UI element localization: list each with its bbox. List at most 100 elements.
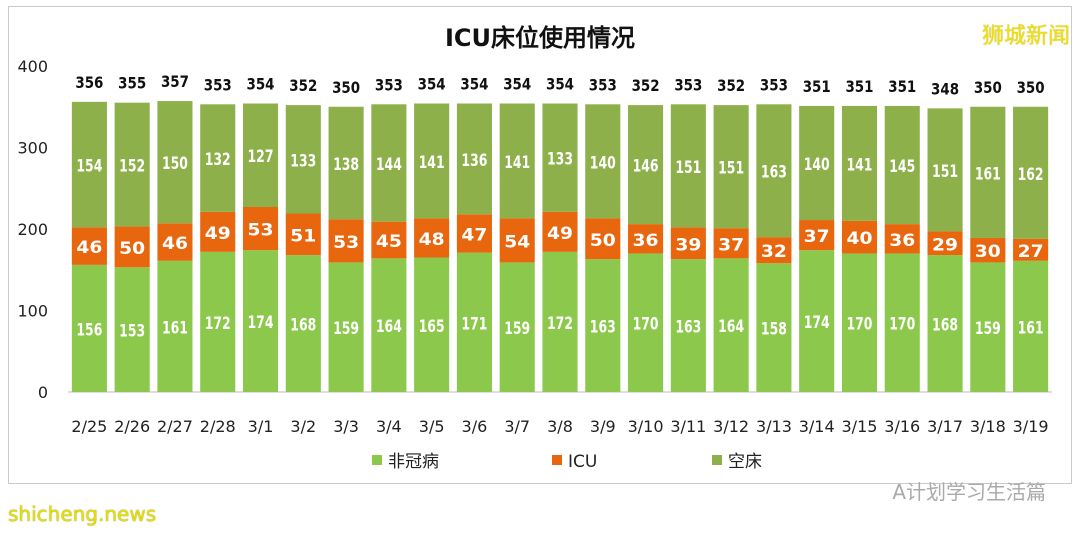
data-label: 141	[419, 153, 445, 173]
bar-segment	[328, 262, 364, 392]
bar-segment	[799, 105, 835, 221]
data-label: 172	[205, 314, 231, 334]
data-label: 170	[633, 315, 659, 335]
data-label: 136	[461, 151, 487, 171]
data-label: 36	[889, 231, 915, 251]
bar-segment	[242, 250, 279, 392]
total-label: 350	[1017, 78, 1045, 97]
data-label: 46	[162, 234, 188, 254]
data-label: 39	[675, 235, 701, 255]
bar-segment	[414, 103, 450, 219]
data-label: 48	[419, 230, 445, 250]
total-label: 353	[589, 75, 617, 94]
bar-segment	[371, 104, 407, 222]
data-label: 174	[804, 313, 830, 333]
total-label: 353	[204, 75, 232, 94]
bar-segment	[927, 231, 963, 256]
bar-segment	[670, 259, 706, 392]
x-tick-label: 3/16	[884, 417, 920, 436]
bar-segment	[71, 264, 107, 392]
data-label: 51	[290, 226, 316, 246]
bar-segment	[799, 250, 835, 392]
total-label: 354	[503, 74, 531, 93]
data-label: 150	[162, 154, 188, 174]
bar-segment	[841, 220, 878, 254]
bar-segment	[328, 219, 364, 263]
bar-segment	[371, 221, 407, 259]
x-tick-label: 3/2	[290, 417, 316, 436]
data-label: 146	[633, 157, 659, 177]
x-tick-label: 3/7	[504, 417, 530, 436]
data-label: 49	[547, 224, 573, 244]
data-label: 163	[590, 318, 616, 338]
watermark-bottom-left: shicheng.news	[8, 502, 157, 526]
bar-segment	[585, 259, 621, 392]
bar-segment	[1013, 238, 1049, 261]
total-label: 355	[118, 74, 146, 93]
data-label: 54	[504, 232, 530, 252]
bar-segment	[884, 224, 920, 254]
bar-segment	[456, 252, 492, 392]
data-label: 161	[1018, 318, 1044, 338]
data-label: 50	[119, 239, 145, 259]
bar-segment	[200, 211, 236, 252]
data-label: 132	[205, 150, 231, 170]
bar-segment	[285, 105, 321, 214]
x-tick-label: 3/13	[756, 417, 792, 436]
bar-segment	[71, 101, 107, 228]
data-label: 174	[248, 313, 274, 333]
total-label: 352	[632, 76, 660, 95]
x-tick-label: 3/11	[670, 417, 706, 436]
bar-segment	[756, 263, 792, 392]
data-label: 141	[504, 153, 530, 173]
bar-segment	[628, 224, 664, 254]
data-label: 171	[461, 314, 487, 334]
data-label: 153	[119, 322, 145, 342]
data-label: 50	[590, 231, 616, 251]
x-tick-label: 3/6	[462, 417, 488, 436]
total-label: 357	[161, 72, 189, 91]
data-label: 53	[248, 221, 274, 241]
x-tick-label: 3/10	[628, 417, 664, 436]
total-label: 348	[931, 79, 959, 98]
x-tick-label: 3/17	[927, 417, 963, 436]
bar-segment	[114, 226, 150, 268]
chart-frame	[8, 6, 1072, 484]
data-label: 133	[547, 150, 573, 170]
bar-segment	[884, 253, 920, 392]
bar-segment	[114, 267, 150, 392]
data-label: 164	[718, 317, 744, 337]
data-label: 138	[333, 155, 359, 175]
data-label: 140	[590, 153, 616, 173]
data-label: 164	[376, 317, 402, 337]
bar-segment	[927, 108, 963, 232]
data-label: 145	[889, 157, 915, 177]
total-label: 351	[888, 77, 916, 96]
bar-segment	[713, 258, 749, 392]
legend-swatch	[372, 455, 382, 465]
x-tick-label: 2/28	[200, 417, 236, 436]
bar-segment	[970, 106, 1006, 238]
data-label: 53	[333, 233, 359, 253]
bar-segment	[542, 251, 578, 392]
total-label: 350	[332, 78, 360, 97]
bar-segment	[542, 103, 578, 212]
y-tick-label: 100	[17, 302, 48, 321]
data-label: 159	[504, 319, 530, 339]
bar-segment	[71, 227, 107, 265]
bar-segment	[756, 237, 792, 264]
bar-segment	[371, 258, 407, 392]
bar-segment	[328, 106, 364, 220]
data-label: 152	[119, 157, 145, 177]
data-label: 170	[846, 315, 872, 335]
chart-title: ICU床位使用情况	[445, 24, 635, 52]
total-label: 354	[247, 74, 275, 93]
data-label: 45	[376, 232, 402, 252]
bar-segment	[499, 103, 535, 219]
data-label: 172	[547, 314, 573, 334]
bar-segment	[756, 104, 792, 238]
data-label: 27	[1018, 242, 1044, 262]
bar-segment	[499, 262, 535, 392]
x-tick-label: 3/14	[799, 417, 835, 436]
